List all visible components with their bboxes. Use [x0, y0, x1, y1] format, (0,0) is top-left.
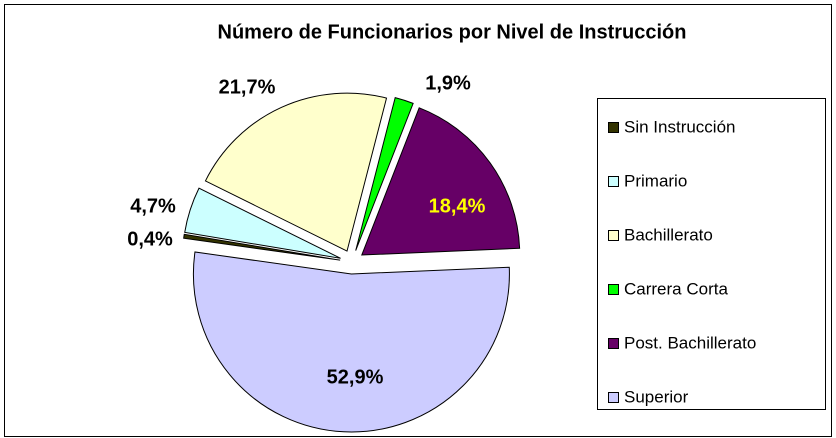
data-label: 1,9% — [425, 72, 471, 94]
legend-label: Primario — [624, 171, 687, 190]
pie-slice — [355, 96, 414, 251]
legend-swatch — [608, 392, 619, 403]
chart-title: Número de Funcionarios por Nivel de Inst… — [218, 21, 687, 43]
pie-slice — [361, 107, 521, 256]
data-label: 4,7% — [130, 195, 176, 217]
legend-label: Bachillerato — [624, 225, 713, 244]
data-label: 0,4% — [127, 228, 173, 250]
data-label: 21,7% — [219, 76, 276, 98]
pie-slice — [183, 233, 341, 261]
data-label: 18,4% — [429, 195, 486, 217]
legend-swatch — [608, 122, 619, 133]
legend-label: Carrera Corta — [624, 279, 728, 298]
legend-swatch — [608, 284, 619, 295]
legend-box — [597, 98, 826, 410]
pie-slice — [192, 251, 510, 433]
legend-label: Post. Bachillerato — [624, 333, 756, 352]
legend-label: Superior — [624, 387, 689, 406]
pie-slice — [184, 187, 341, 259]
pie-slice — [204, 92, 388, 252]
legend-label: Sin Instrucción — [624, 117, 736, 136]
data-label: 52,9% — [327, 366, 384, 388]
legend-swatch — [608, 338, 619, 349]
legend-swatch — [608, 176, 619, 187]
legend-swatch — [608, 230, 619, 241]
